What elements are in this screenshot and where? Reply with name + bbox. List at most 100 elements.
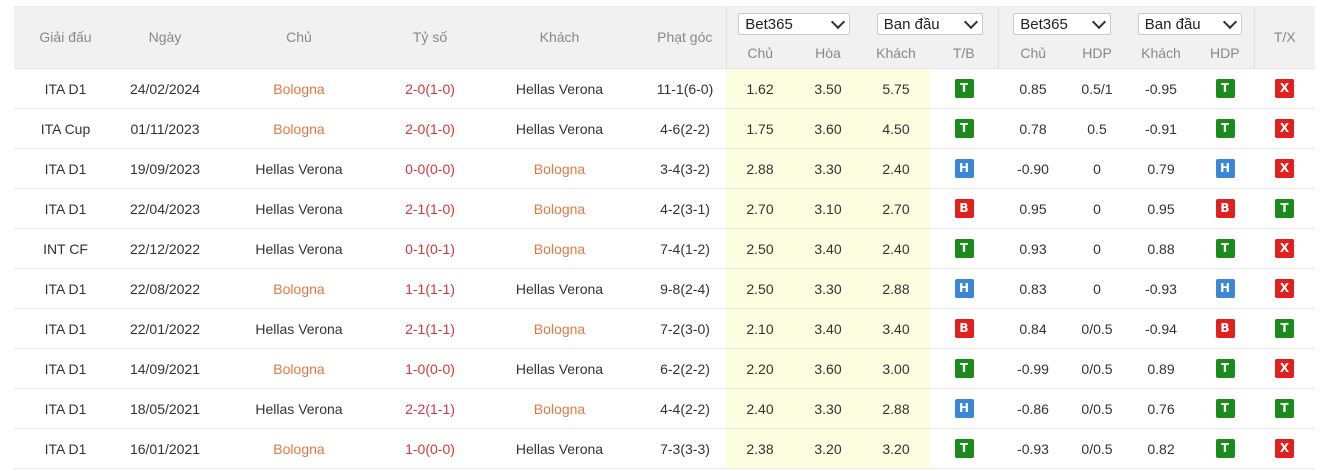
score-cell[interactable]: 2-0(1-0) — [385, 108, 475, 149]
table-row[interactable]: ITA Cup 01/11/2023 Bologna 2-0(1-0) Hellas V… — [14, 108, 1315, 149]
header-odds-draw: Hòa — [794, 38, 862, 69]
header-hdp-result: HDP — [1196, 38, 1254, 69]
odds-draw-text: 3.30 — [814, 160, 842, 177]
score-cell[interactable]: 0-1(0-1) — [385, 228, 475, 269]
result-badge: B — [1215, 199, 1235, 218]
corner-cell: 4-2(3-1) — [644, 188, 726, 229]
corner-text: 9-8(2-4) — [660, 280, 710, 297]
corner-text: 7-2(3-0) — [660, 320, 710, 337]
away-team-cell[interactable]: Bologna — [475, 308, 644, 349]
score-cell[interactable]: 0-0(0-0) — [385, 148, 475, 189]
odds-home-cell: 2.40 — [726, 388, 794, 429]
odds-home-cell: 2.10 — [726, 308, 794, 349]
away-team-cell[interactable]: Hellas Verona — [475, 268, 644, 309]
score-cell[interactable]: 1-1(1-1) — [385, 268, 475, 309]
home-team-cell[interactable]: Hellas Verona — [213, 188, 385, 229]
away-team-cell[interactable]: Hellas Verona — [475, 108, 644, 149]
home-team-cell[interactable]: Bologna — [213, 68, 385, 109]
corner-cell: 7-3(3-3) — [644, 428, 726, 469]
result-badge: T — [1215, 239, 1235, 258]
hdp-away-cell: 0.89 — [1126, 348, 1196, 389]
hdp-home-cell: -0.99 — [998, 348, 1068, 389]
score-cell[interactable]: 1-0(0-0) — [385, 428, 475, 469]
league-cell: ITA Cup — [14, 108, 117, 149]
home-team-cell[interactable]: Bologna — [213, 268, 385, 309]
chevron-down-icon — [1222, 14, 1237, 30]
header-hdp-away: Khách — [1126, 38, 1196, 69]
odds-mode-select[interactable]: Ban đầu — [876, 13, 983, 35]
table-row[interactable]: ITA D1 14/09/2021 Bologna 1-0(0-0) Hellas Ve… — [14, 348, 1315, 389]
hdp-away-cell: -0.93 — [1126, 268, 1196, 309]
odds-home-text: 2.40 — [746, 400, 774, 417]
league-text: ITA D1 — [44, 280, 87, 297]
odds-home-text: 2.20 — [746, 360, 774, 377]
hdp-home-text: 0.93 — [1019, 240, 1047, 257]
tx-cell: X — [1254, 428, 1315, 469]
tb-cell: T — [930, 348, 998, 389]
table-row[interactable]: ITA D1 16/01/2021 Bologna 1-0(0-0) Hellas Ve… — [14, 428, 1315, 469]
away-team-cell[interactable]: Hellas Verona — [475, 428, 644, 469]
result-badge: T — [954, 439, 974, 458]
score-text: 2-0(1-0) — [405, 120, 455, 137]
corner-cell: 11-1(6-0) — [644, 68, 726, 109]
hdp-result-cell: T — [1196, 428, 1254, 469]
table-row[interactable]: ITA D1 22/01/2022 Hellas Verona 2-1(1-1) Bol… — [14, 308, 1315, 349]
score-cell[interactable]: 2-2(1-1) — [385, 388, 475, 429]
away-team-cell[interactable]: Bologna — [475, 148, 644, 189]
hdp-bookmaker-value: Bet365 — [1020, 15, 1068, 33]
table-row[interactable]: ITA D1 24/02/2024 Bologna 2-0(1-0) Hellas Ve… — [14, 68, 1315, 109]
odds-home-cell: 2.50 — [726, 228, 794, 269]
result-badge: T — [1275, 399, 1294, 418]
hdp-mode-select[interactable]: Ban đầu — [1137, 13, 1242, 35]
home-team-text: Bologna — [273, 280, 325, 297]
table-row[interactable]: ITA D1 22/08/2022 Bologna 1-1(1-1) Hellas Ve… — [14, 268, 1315, 309]
league-cell: ITA D1 — [14, 68, 117, 109]
away-team-cell[interactable]: Hellas Verona — [475, 348, 644, 389]
result-badge: T — [954, 239, 974, 258]
score-cell[interactable]: 2-1(1-0) — [385, 188, 475, 229]
score-cell[interactable]: 2-0(1-0) — [385, 68, 475, 109]
home-team-cell[interactable]: Hellas Verona — [213, 388, 385, 429]
table-row[interactable]: ITA D1 19/09/2023 Hellas Verona 0-0(0-0) Bol… — [14, 148, 1315, 189]
home-team-cell[interactable]: Hellas Verona — [213, 228, 385, 269]
result-badge: X — [1275, 159, 1294, 178]
home-team-cell[interactable]: Bologna — [213, 348, 385, 389]
home-team-cell[interactable]: Hellas Verona — [213, 308, 385, 349]
home-team-cell[interactable]: Bologna — [213, 428, 385, 469]
chevron-down-icon — [1092, 14, 1107, 30]
tx-cell: T — [1254, 388, 1315, 429]
away-team-text: Hellas Verona — [515, 440, 604, 457]
table-row[interactable]: ITA D1 18/05/2021 Hellas Verona 2-2(1-1) Bol… — [14, 388, 1315, 429]
table-row[interactable]: INT CF 22/12/2022 Hellas Verona 0-1(0-1) Bol… — [14, 228, 1315, 269]
home-team-cell[interactable]: Bologna — [213, 108, 385, 149]
odds-bookmaker-cell: Bet365 — [725, 6, 862, 38]
header-odds-tb: T/B — [930, 38, 998, 69]
away-team-cell[interactable]: Bologna — [475, 228, 644, 269]
away-team-cell[interactable]: Bologna — [475, 388, 644, 429]
away-team-cell[interactable]: Hellas Verona — [475, 68, 644, 109]
result-badge: H — [1215, 159, 1235, 178]
hdp-away-cell: -0.94 — [1126, 308, 1196, 349]
hdp-result-cell: H — [1196, 268, 1254, 309]
score-cell[interactable]: 2-1(1-1) — [385, 308, 475, 349]
odds-bookmaker-select[interactable]: Bet365 — [738, 13, 851, 35]
home-team-cell[interactable]: Hellas Verona — [213, 148, 385, 189]
header-tx: T/X — [1253, 6, 1315, 69]
date-text: 01/11/2023 — [130, 120, 200, 137]
h2h-table: Giải đấu Ngày Chủ Tỷ số Khách Phạt góc B… — [14, 6, 1315, 469]
date-text: 19/09/2023 — [129, 160, 201, 177]
result-badge: H — [954, 399, 974, 418]
league-text: ITA D1 — [44, 200, 87, 217]
away-team-text: Hellas Verona — [515, 80, 604, 97]
hdp-away-text: 0.79 — [1147, 160, 1175, 177]
score-text: 1-1(1-1) — [405, 280, 455, 297]
odds-home-text: 2.50 — [746, 280, 774, 297]
score-cell[interactable]: 1-0(0-0) — [385, 348, 475, 389]
odds-away-text: 5.75 — [882, 80, 910, 97]
hdp-bookmaker-select[interactable]: Bet365 — [1013, 13, 1112, 35]
odds-away-cell: 5.75 — [862, 68, 930, 109]
tx-cell: X — [1254, 108, 1315, 149]
result-badge: X — [1275, 439, 1294, 458]
away-team-cell[interactable]: Bologna — [475, 188, 644, 229]
table-row[interactable]: ITA D1 22/04/2023 Hellas Verona 2-1(1-0) Bol… — [14, 188, 1315, 229]
